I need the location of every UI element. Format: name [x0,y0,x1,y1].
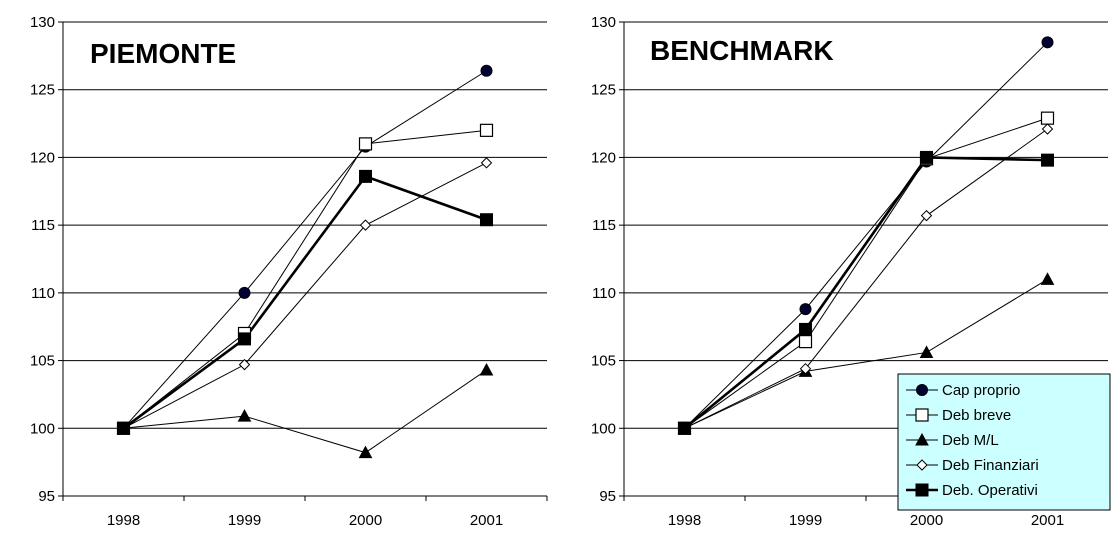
data-point [480,64,493,77]
y-tick-label: 120 [591,149,616,166]
legend-marker [915,408,929,422]
data-point [1041,123,1054,135]
y-tick-label: 100 [30,420,55,437]
data-point [358,137,373,151]
y-tick-label: 110 [592,285,616,302]
y-tick-label: 95 [599,488,616,505]
legend-label: Cap proprio [942,382,1020,399]
legend-box [897,373,1111,511]
data-point [678,421,691,435]
x-tick-label: 1999 [228,512,261,529]
data-point [359,169,372,183]
series-line-4 [122,174,487,430]
series-line-2 [123,369,487,454]
data-point [359,219,372,231]
x-tick-label: 1998 [668,512,701,529]
chart-panel-0: 95 100 105 110 115 120 125 130 1998 1999 2000 2001 P… [30,14,548,529]
series-line-0 [123,70,487,429]
legend-marker [915,432,929,446]
data-point [799,322,812,336]
data-point [799,303,812,316]
data-point [479,123,494,137]
data-point [919,345,934,358]
y-tick-label: 105 [30,353,55,370]
data-point [1041,153,1054,167]
y-tick-label: 95 [38,488,55,505]
data-point [479,363,494,376]
data-point [1040,111,1055,125]
x-tick-label: 2001 [1031,512,1064,529]
x-tick-label: 1998 [107,512,140,529]
legend: Cap proprio Deb breve Deb M/L Deb Finanziar… [897,373,1111,511]
series-line-2 [684,278,1048,429]
y-tick-label: 130 [30,14,55,31]
y-tick-label: 105 [591,353,616,370]
y-tick-label: 110 [31,285,55,302]
y-tick-label: 115 [31,217,55,234]
data-point [920,209,933,222]
data-point [238,286,251,299]
series-line-3 [123,162,487,429]
legend-marker [916,384,928,396]
data-point [358,445,373,459]
series-line-1 [123,129,487,429]
data-point [920,150,933,164]
data-point [238,332,251,346]
y-tick-label: 130 [591,14,616,31]
series-line-4 [683,156,1048,430]
y-tick-label: 115 [592,217,616,234]
legend-label: Deb breve [942,407,1011,424]
data-point [799,362,812,375]
legend-label: Deb. Operativi [942,482,1038,499]
data-point [117,421,130,435]
series-line-0 [684,41,1048,429]
y-tick-label: 100 [591,420,616,437]
x-tick-label: 2000 [349,512,382,529]
data-point [1041,36,1054,49]
series-line-3 [684,128,1048,429]
data-point [480,157,493,169]
x-tick-label: 2000 [910,512,943,529]
data-point [238,358,251,371]
chart-title: BENCHMARK [650,35,834,66]
y-tick-label: 125 [591,82,616,99]
series-line-1 [684,117,1048,429]
legend-label: Deb M/L [942,432,999,449]
legend-marker [915,483,929,497]
data-point [1040,272,1055,285]
y-tick-label: 125 [30,82,55,99]
x-tick-label: 2001 [470,512,503,529]
x-tick-label: 1999 [789,512,822,529]
legend-label: Deb Finanziari [942,457,1039,474]
data-point [237,409,252,422]
data-point [798,335,813,349]
legend-marker [916,459,928,471]
data-point [480,213,493,227]
chart-panel-1: 95 100 105 110 115 120 125 130 1998 1999 2000 2001 B… [591,14,1111,529]
chart-title: PIEMONTE [90,38,236,69]
y-tick-label: 120 [30,149,55,166]
